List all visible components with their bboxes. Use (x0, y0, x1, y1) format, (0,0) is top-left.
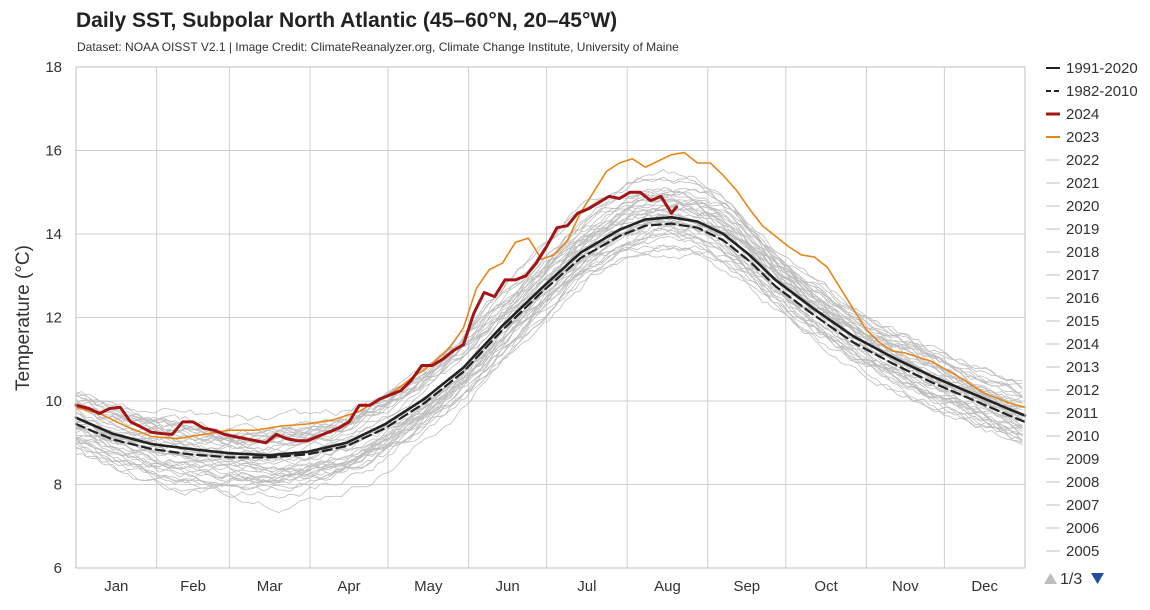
background-year-line (75, 208, 1023, 488)
series-line-1991-2020 (74, 216, 1027, 457)
background-year-line (75, 217, 1023, 443)
x-tick-label: May (414, 578, 443, 595)
legend-label[interactable]: 2009 (1066, 451, 1099, 468)
background-year-line (75, 245, 1023, 476)
x-tick-label: Oct (814, 578, 838, 595)
y-tick-label: 16 (45, 143, 62, 160)
legend-label[interactable]: 2020 (1066, 198, 1099, 215)
chart-subtitle: Dataset: NOAA OISST V2.1 | Image Credit:… (77, 40, 679, 54)
series-line-1982-2010 (74, 222, 1027, 459)
background-year-line (75, 251, 1023, 467)
legend-label[interactable]: 2013 (1066, 359, 1099, 376)
legend-label[interactable]: 2014 (1066, 336, 1099, 353)
y-tick-label: 12 (45, 310, 62, 327)
background-year-line (75, 175, 1023, 455)
y-axis-label: Temperature (°C) (13, 245, 34, 391)
legend-label[interactable]: 2019 (1066, 221, 1099, 238)
x-tick-label: Jul (577, 578, 596, 595)
x-tick-label: Aug (654, 578, 681, 595)
series-line-2023 (75, 151, 1026, 440)
y-tick-label: 8 (54, 477, 62, 494)
background-year-line (75, 203, 1023, 482)
legend-label[interactable]: 2018 (1066, 244, 1099, 261)
legend-label[interactable]: 2010 (1066, 428, 1099, 445)
legend-label[interactable]: 2011 (1066, 405, 1098, 422)
x-axis-ticks: Jan Feb Mar Apr May Jun Jul Aug Sep Oct Nov Dec (104, 578, 998, 595)
x-tick-label: Mar (257, 578, 283, 595)
legend-label[interactable]: 2015 (1066, 313, 1099, 330)
legend-label[interactable]: 2007 (1066, 497, 1099, 514)
y-axis-ticks: 6 8 10 12 14 16 18 (45, 59, 62, 577)
background-year-line (75, 194, 1023, 449)
x-tick-label: Jan (104, 578, 128, 595)
background-year-line (75, 218, 1023, 482)
background-year-line (75, 187, 1023, 444)
x-tick-label: Nov (892, 578, 919, 595)
legend-label[interactable]: 2023 (1066, 129, 1099, 146)
legend-label[interactable]: 2017 (1066, 267, 1099, 284)
x-tick-label: Apr (337, 578, 360, 595)
background-year-line (75, 199, 1023, 446)
legend-label[interactable]: 2024 (1066, 106, 1099, 123)
background-year-line (75, 212, 1023, 441)
highlighted-series (74, 151, 1027, 459)
y-tick-label: 10 (45, 393, 62, 410)
background-year-line (75, 220, 1023, 444)
legend-label[interactable]: 2005 (1066, 543, 1099, 560)
legend-label[interactable]: 2012 (1066, 382, 1099, 399)
background-year-line (75, 224, 1023, 499)
background-year-line (75, 232, 1023, 493)
pager-up-icon[interactable] (1044, 573, 1057, 584)
legend: 1991-2020 1982-2010 2024 2023 2022 2021 2020 20… (1046, 60, 1138, 560)
legend-pager-label: 1/3 (1060, 571, 1082, 588)
y-tick-label: 6 (54, 560, 62, 577)
background-years (75, 169, 1023, 514)
x-tick-label: Feb (180, 578, 206, 595)
legend-pager: 1/3 (1044, 571, 1104, 588)
series-line-2024 (74, 190, 679, 445)
legend-label[interactable]: 1982-2010 (1066, 83, 1138, 100)
grid (76, 66, 1025, 569)
background-year-line (75, 213, 1023, 436)
y-tick-label: 18 (45, 59, 62, 76)
legend-label[interactable]: 2016 (1066, 290, 1099, 307)
legend-label[interactable]: 2008 (1066, 474, 1099, 491)
background-year-line (75, 222, 1023, 490)
legend-label[interactable]: 2022 (1066, 152, 1099, 169)
y-tick-label: 14 (45, 226, 62, 243)
x-tick-label: Sep (733, 578, 760, 595)
background-year-line (75, 218, 1023, 463)
legend-label[interactable]: 2006 (1066, 520, 1099, 537)
x-tick-label: Jun (496, 578, 520, 595)
x-tick-label: Dec (971, 578, 998, 595)
legend-label[interactable]: 2021 (1066, 175, 1099, 192)
pager-down-icon[interactable] (1091, 573, 1104, 584)
chart-title: Daily SST, Subpolar North Atlantic (45–6… (76, 9, 617, 32)
plot-area-frame (75, 66, 1026, 569)
legend-label[interactable]: 1991-2020 (1066, 60, 1138, 77)
